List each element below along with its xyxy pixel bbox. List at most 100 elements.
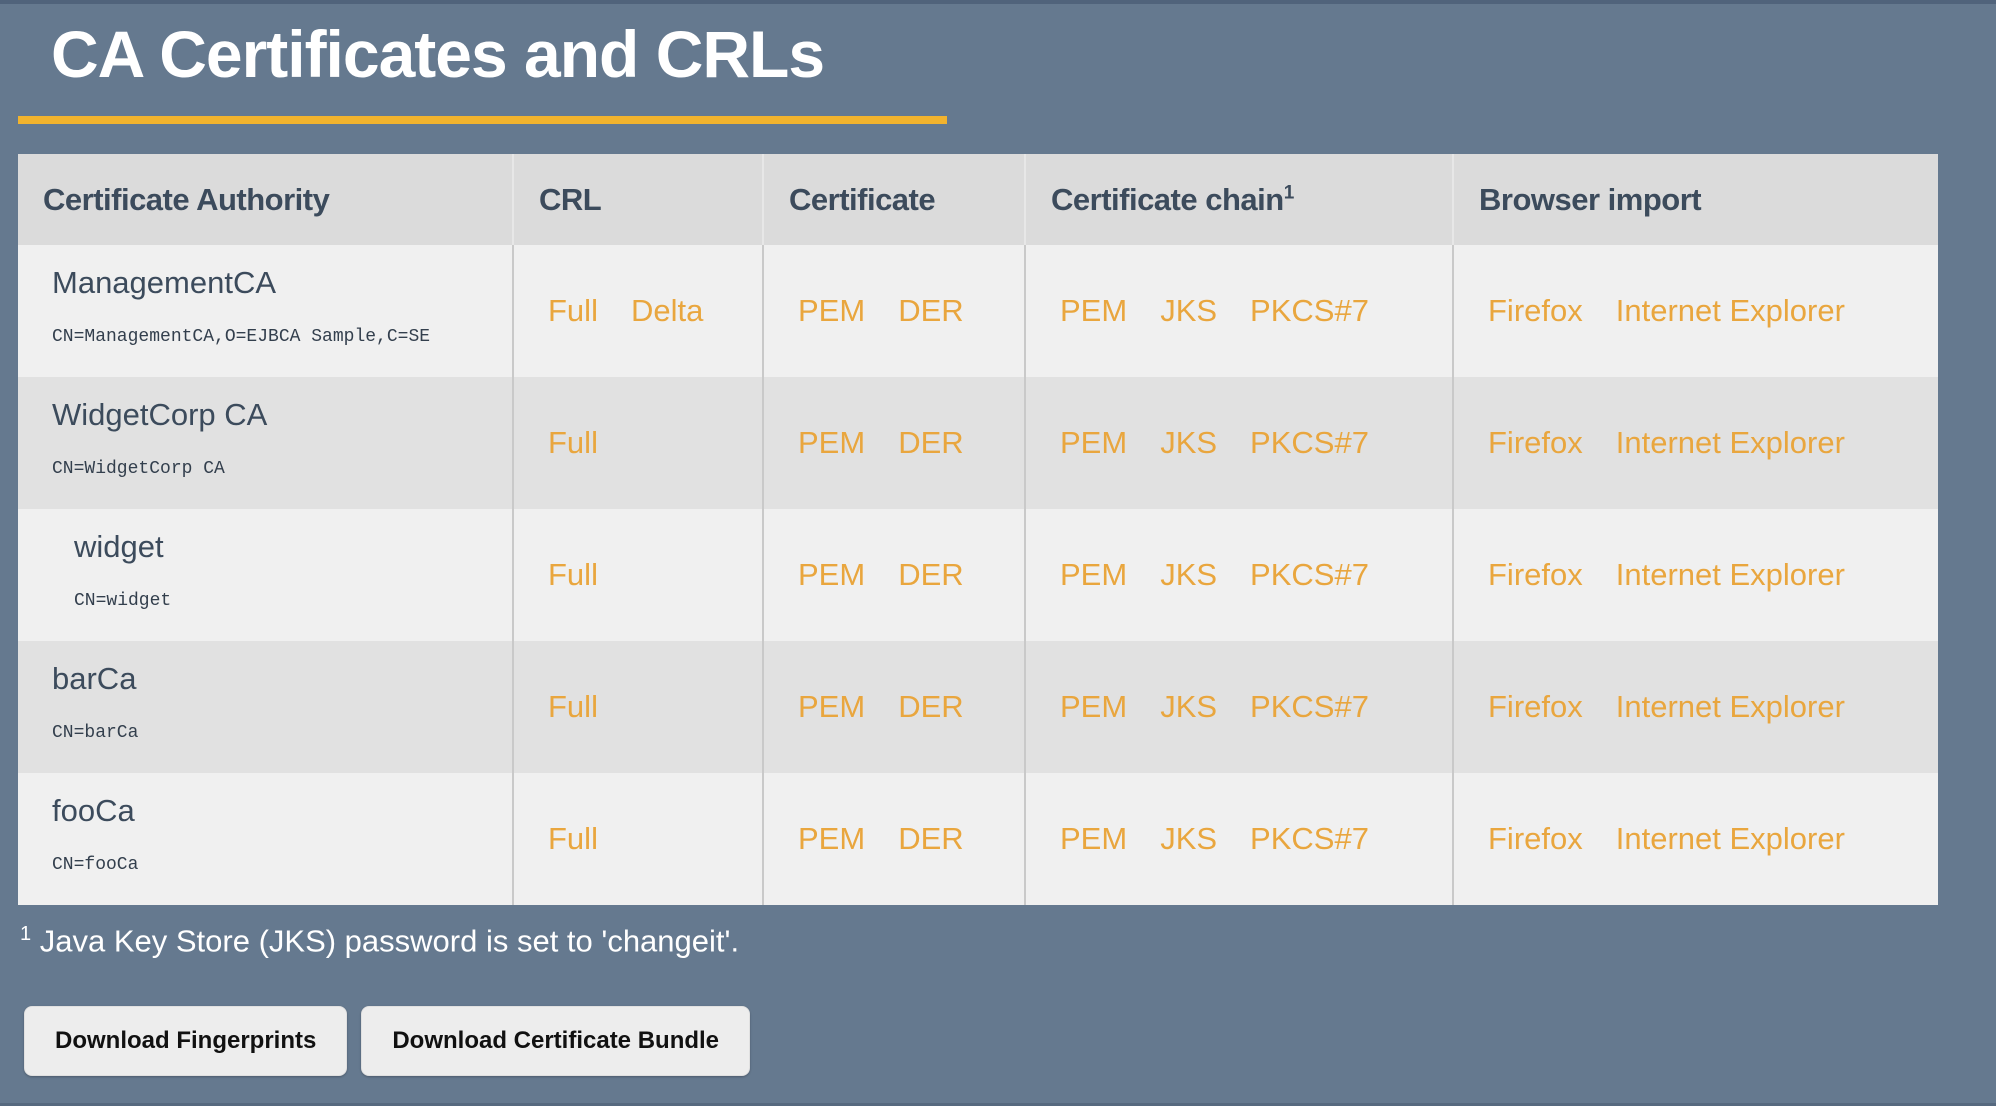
chain-cell: PEM JKS PKCS#7 (1024, 641, 1453, 773)
certificate-cell: PEM DER (762, 377, 1025, 509)
page-title: CA Certificates and CRLs (51, 17, 825, 91)
browser-import-cell: Firefox Internet Explorer (1452, 377, 1938, 509)
ca-subject-dn: CN=WidgetCorp CA (52, 459, 225, 479)
download-button-row: Download Fingerprints Download Certifica… (24, 1006, 1996, 1077)
column-header-browser-import: Browser import (1452, 154, 1938, 245)
table-row-barca: barCa CN=barCa Full PEM DER PEM JKS PKCS#7 … (18, 641, 1938, 773)
table-row-widget: widget CN=widget Full PEM DER PEM JKS PKCS#… (18, 509, 1938, 641)
jks-password-note-text: Java Key Store (JKS) password is set to … (31, 923, 740, 959)
ca-subject-dn: CN=widget (74, 591, 172, 611)
certificate-cell: PEM DER (762, 641, 1025, 773)
chain-pkcs7-link[interactable]: PKCS#7 (1250, 557, 1369, 592)
browser-import-cell: Firefox Internet Explorer (1452, 245, 1938, 377)
certificate-pem-link[interactable]: PEM (798, 557, 866, 592)
certificate-pem-link[interactable]: PEM (798, 425, 866, 460)
browser-internet-explorer-link[interactable]: Internet Explorer (1615, 689, 1845, 724)
chain-pkcs7-link[interactable]: PKCS#7 (1250, 293, 1369, 328)
chain-cell: PEM JKS PKCS#7 (1024, 377, 1453, 509)
crl-cell: Full (512, 773, 763, 905)
footnote-marker: 1 (1283, 182, 1295, 204)
chain-cell: PEM JKS PKCS#7 (1024, 773, 1453, 905)
chain-cell: PEM JKS PKCS#7 (1024, 245, 1453, 377)
crl-cell: Full (512, 641, 763, 773)
title-underline (18, 116, 947, 124)
ca-subject-dn: CN=fooCa (52, 855, 139, 875)
browser-import-cell: Firefox Internet Explorer (1452, 641, 1938, 773)
column-header-certificate-chain: Certificate chain1 (1024, 154, 1453, 245)
chain-pem-link[interactable]: PEM (1060, 425, 1128, 460)
crl-full-link[interactable]: Full (548, 557, 598, 592)
chain-jks-link[interactable]: JKS (1160, 557, 1218, 592)
certificate-der-link[interactable]: DER (898, 557, 964, 592)
chain-pkcs7-link[interactable]: PKCS#7 (1250, 821, 1369, 856)
certificate-cell: PEM DER (762, 773, 1025, 905)
chain-pkcs7-link[interactable]: PKCS#7 (1250, 689, 1369, 724)
chain-pkcs7-link[interactable]: PKCS#7 (1250, 425, 1369, 460)
ca-certificates-table: Certificate Authority CRL Certificate Ce… (18, 154, 1938, 905)
certificate-pem-link[interactable]: PEM (798, 293, 866, 328)
download-certificate-bundle-button[interactable]: Download Certificate Bundle (361, 1006, 751, 1077)
column-header-certificate-authority: Certificate Authority (18, 154, 513, 245)
certificate-der-link[interactable]: DER (898, 689, 964, 724)
chain-cell: PEM JKS PKCS#7 (1024, 509, 1453, 641)
certificate-pem-link[interactable]: PEM (798, 821, 866, 856)
ca-cell: fooCa CN=fooCa (18, 773, 513, 905)
certificate-der-link[interactable]: DER (898, 425, 964, 460)
browser-import-cell: Firefox Internet Explorer (1452, 509, 1938, 641)
download-fingerprints-button[interactable]: Download Fingerprints (24, 1006, 348, 1077)
crl-full-link[interactable]: Full (548, 425, 598, 460)
chain-jks-link[interactable]: JKS (1160, 821, 1218, 856)
crl-full-link[interactable]: Full (548, 293, 598, 328)
jks-password-note: 1 Java Key Store (JKS) password is set t… (20, 915, 1996, 960)
browser-internet-explorer-link[interactable]: Internet Explorer (1615, 821, 1845, 856)
ca-name: ManagementCA (52, 265, 277, 300)
browser-internet-explorer-link[interactable]: Internet Explorer (1615, 425, 1845, 460)
table-row-managementca: ManagementCA CN=ManagementCA,O=EJBCA Sam… (18, 245, 1938, 377)
chain-pem-link[interactable]: PEM (1060, 821, 1128, 856)
table-header-row: Certificate Authority CRL Certificate Ce… (18, 154, 1938, 245)
chain-pem-link[interactable]: PEM (1060, 689, 1128, 724)
browser-firefox-link[interactable]: Firefox (1488, 425, 1583, 460)
column-header-certificate: Certificate (762, 154, 1025, 245)
ca-name: widget (74, 529, 164, 564)
table-row-fooca: fooCa CN=fooCa Full PEM DER PEM JKS PKCS#7 … (18, 773, 1938, 905)
window-bottom-edge (0, 1103, 1996, 1106)
window-top-edge (0, 0, 1996, 4)
ca-name: WidgetCorp CA (52, 397, 268, 432)
chain-jks-link[interactable]: JKS (1160, 425, 1218, 460)
ca-cell: widget CN=widget (18, 509, 513, 641)
browser-internet-explorer-link[interactable]: Internet Explorer (1615, 293, 1845, 328)
crl-delta-link[interactable]: Delta (630, 293, 704, 328)
ca-name: barCa (52, 661, 137, 696)
browser-firefox-link[interactable]: Firefox (1488, 293, 1583, 328)
table-row-widgetcorp-ca: WidgetCorp CA CN=WidgetCorp CA Full PEM D… (18, 377, 1938, 509)
crl-full-link[interactable]: Full (548, 689, 598, 724)
certificate-cell: PEM DER (762, 245, 1025, 377)
chain-pem-link[interactable]: PEM (1060, 557, 1128, 592)
browser-firefox-link[interactable]: Firefox (1488, 689, 1583, 724)
certificate-cell: PEM DER (762, 509, 1025, 641)
browser-internet-explorer-link[interactable]: Internet Explorer (1615, 557, 1845, 592)
certificate-der-link[interactable]: DER (898, 293, 964, 328)
certificate-der-link[interactable]: DER (898, 821, 964, 856)
crl-full-link[interactable]: Full (548, 821, 598, 856)
ca-name: fooCa (52, 793, 135, 828)
ca-cell: WidgetCorp CA CN=WidgetCorp CA (18, 377, 513, 509)
certificate-pem-link[interactable]: PEM (798, 689, 866, 724)
ca-cell: ManagementCA CN=ManagementCA,O=EJBCA Sam… (18, 245, 513, 377)
ca-cell: barCa CN=barCa (18, 641, 513, 773)
browser-firefox-link[interactable]: Firefox (1488, 821, 1583, 856)
browser-firefox-link[interactable]: Firefox (1488, 557, 1583, 592)
column-header-crl: CRL (512, 154, 763, 245)
ca-subject-dn: CN=ManagementCA,O=EJBCA Sample,C=SE (52, 327, 431, 347)
crl-cell: Full Delta (512, 245, 763, 377)
footnote-marker: 1 (20, 923, 32, 945)
chain-jks-link[interactable]: JKS (1160, 293, 1218, 328)
ca-subject-dn: CN=barCa (52, 723, 139, 743)
browser-import-cell: Firefox Internet Explorer (1452, 773, 1938, 905)
chain-pem-link[interactable]: PEM (1060, 293, 1128, 328)
crl-cell: Full (512, 509, 763, 641)
page-content: CA Certificates and CRLs Certificate Aut… (18, 17, 1996, 1077)
chain-jks-link[interactable]: JKS (1160, 689, 1218, 724)
